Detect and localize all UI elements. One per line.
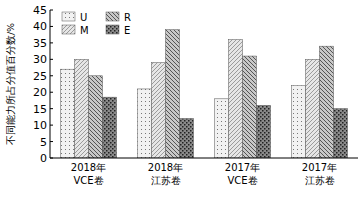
bar: [215, 99, 229, 158]
bar: [243, 56, 257, 158]
legend-swatch: [106, 12, 119, 21]
bars: [61, 30, 348, 158]
y-axis: [50, 10, 51, 158]
legend-label: R: [124, 12, 131, 23]
x-tick-label: 2017年江苏卷: [302, 162, 337, 186]
bar: [103, 97, 117, 158]
bar: [306, 59, 320, 158]
bar: [180, 119, 194, 158]
y-tick-label: 35: [33, 37, 47, 50]
legend-swatch: [62, 25, 75, 34]
legend-swatch: [62, 12, 75, 21]
x-tick-label: 2018年VCE卷: [71, 162, 106, 186]
x-tick-label: 2018年江苏卷: [148, 162, 183, 186]
y-tick-label: 10: [33, 119, 47, 132]
y-tick-label: 30: [33, 53, 47, 66]
legend-swatch: [106, 25, 119, 34]
bar: [334, 109, 348, 158]
y-tick-label: 5: [40, 136, 47, 149]
bar: [61, 69, 75, 158]
y-tick-label: 45: [33, 4, 47, 17]
x-axis: [50, 158, 358, 159]
y-tick-label: 0: [40, 152, 47, 165]
legend-label: E: [124, 25, 130, 36]
legend-label: U: [80, 12, 87, 23]
y-tick-label: 20: [33, 86, 47, 99]
x-tick-label: 2017年VCE卷: [225, 162, 260, 186]
bar: [166, 30, 180, 158]
y-tick-label: 25: [33, 70, 47, 83]
bar: [320, 46, 334, 158]
y-tick-label: 15: [33, 103, 47, 116]
y-axis-label: 不同能力所占分值百分数/%: [5, 23, 16, 145]
chart: 0 5 10 15 20 25 30 35 40 45 不同能力所占分值百分数/% 2018年VCE卷…: [0, 0, 364, 200]
bar: [292, 86, 306, 158]
bar: [257, 105, 271, 158]
y-tick-label: 40: [33, 20, 47, 33]
legend-label: M: [80, 25, 89, 36]
bar: [152, 63, 166, 158]
bar: [229, 40, 243, 158]
bar: [75, 59, 89, 158]
legend: UM RE: [62, 12, 131, 36]
bar: [138, 89, 152, 158]
bar: [89, 76, 103, 158]
